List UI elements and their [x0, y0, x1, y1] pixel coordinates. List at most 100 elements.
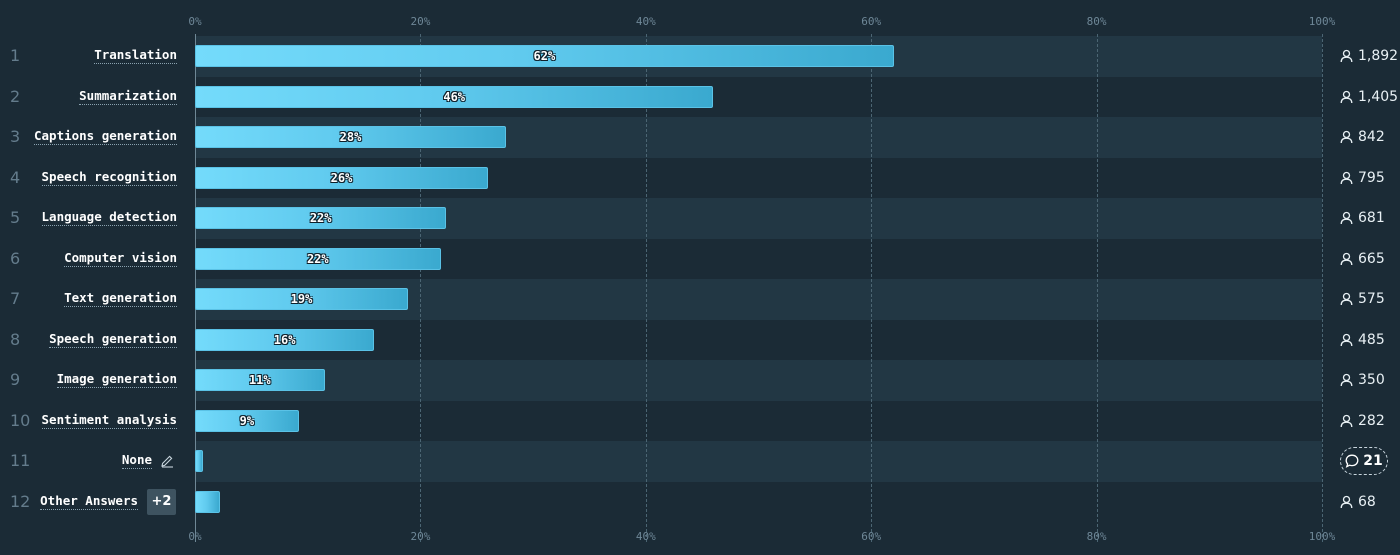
bar-value-label: 19% [290, 292, 313, 307]
user-icon [1340, 252, 1353, 265]
bar-value-label: 28% [339, 130, 362, 145]
respondent-count-value: 665 [1358, 250, 1385, 267]
gridline [1322, 34, 1323, 542]
gridline [871, 34, 872, 542]
respondent-count-value: 842 [1358, 129, 1385, 145]
user-icon [1340, 495, 1353, 508]
bar[interactable] [195, 369, 325, 392]
respondent-count: 1,892 [1340, 36, 1398, 76]
user-icon [1340, 49, 1353, 63]
x-tick-label-bottom: 100% [1308, 530, 1336, 543]
user-icon [1340, 414, 1353, 427]
category-label[interactable]: Speech generation [49, 330, 177, 348]
respondent-count-value: 1,892 [1358, 48, 1399, 64]
gridline [1097, 34, 1098, 542]
x-tick-label-bottom: 80% [1086, 530, 1107, 543]
more-answers-badge[interactable]: +2 [147, 488, 176, 515]
row-rank: 12 [10, 491, 31, 511]
pencil-icon[interactable] [160, 453, 174, 472]
respondent-count: 282 [1340, 401, 1385, 441]
row-rank: 2 [10, 86, 21, 106]
bar[interactable] [195, 409, 299, 432]
bar-value-label: 22% [306, 251, 329, 266]
x-tick-label-top: 80% [1086, 15, 1107, 28]
respondent-count-value: 350 [1358, 372, 1385, 388]
user-icon [1340, 333, 1353, 346]
row-band [195, 360, 1322, 401]
pencil-icon-glyph [161, 455, 173, 468]
respondent-count: 350 [1340, 360, 1385, 400]
row-rank: 3 [10, 127, 21, 146]
x-tick-label-top: 0% [188, 15, 202, 28]
user-icon [1340, 292, 1353, 306]
user-icon [1340, 171, 1353, 184]
category-label[interactable]: Text generation [64, 290, 177, 308]
x-tick-label-top: 60% [861, 15, 882, 28]
bar[interactable] [195, 85, 714, 108]
bar[interactable] [195, 328, 375, 351]
bar[interactable] [195, 207, 447, 230]
bar[interactable] [195, 166, 489, 189]
x-tick-label-top: 20% [410, 15, 431, 28]
x-tick-label-bottom: 60% [861, 530, 882, 543]
row-rank: 7 [10, 289, 21, 308]
gridline [195, 34, 196, 542]
x-tick-label-bottom: 20% [410, 530, 431, 543]
row-rank: 1 [10, 46, 21, 65]
bar[interactable] [195, 45, 894, 68]
category-label[interactable]: Other Answers [40, 492, 138, 510]
respondent-count-value: 1,405 [1358, 88, 1399, 105]
gridline [646, 34, 647, 542]
row-rank: 11 [10, 451, 31, 470]
category-label[interactable]: Image generation [56, 371, 177, 389]
bar-value-label: 62% [533, 49, 556, 64]
category-label[interactable]: Sentiment analysis [41, 411, 177, 429]
user-icon [1340, 90, 1353, 103]
comments-count-button[interactable]: 21 [1340, 447, 1388, 476]
row-rank: 6 [10, 248, 21, 268]
category-label[interactable]: Captions generation [34, 128, 177, 146]
bar[interactable] [195, 490, 220, 513]
bar-value-label: 11% [248, 373, 271, 388]
gridline [420, 34, 421, 542]
respondent-count: 842 [1340, 117, 1385, 157]
respondent-count-value: 575 [1358, 291, 1385, 307]
user-icon [1340, 211, 1353, 225]
user-icon [1340, 130, 1353, 144]
respondent-count: 485 [1340, 320, 1385, 360]
respondent-count: 575 [1340, 279, 1385, 319]
category-label[interactable]: Speech recognition [41, 168, 177, 186]
category-label[interactable]: Translation [94, 47, 177, 65]
respondent-count: 795 [1340, 158, 1385, 198]
row-rank: 10 [10, 410, 31, 430]
respondent-count: 1,405 [1340, 77, 1398, 117]
category-label[interactable]: Computer vision [64, 249, 177, 267]
bar[interactable] [195, 288, 408, 311]
bar-value-label: 16% [273, 332, 296, 347]
category-label[interactable]: None [121, 452, 152, 470]
respondent-count-value: 681 [1358, 210, 1385, 226]
respondent-count-value: 282 [1358, 412, 1385, 429]
bar-value-label: 22% [309, 211, 332, 226]
comments-count: 21 [1363, 453, 1383, 470]
bar[interactable] [195, 247, 441, 270]
comment-icon [1345, 454, 1359, 469]
x-tick-label-bottom: 40% [635, 530, 656, 543]
category-label[interactable]: Language detection [41, 209, 177, 227]
row-band [195, 441, 1322, 482]
bar[interactable] [195, 450, 203, 473]
row-rank: 4 [10, 167, 21, 187]
respondent-count-value: 795 [1358, 169, 1385, 186]
bar-value-label: 9% [239, 413, 255, 428]
user-icon [1340, 373, 1353, 387]
row-rank: 8 [10, 329, 21, 349]
category-label[interactable]: Summarization [79, 87, 177, 105]
bar[interactable] [195, 126, 507, 149]
row-rank: 5 [10, 208, 21, 227]
row-rank: 9 [10, 370, 21, 389]
respondent-count-value: 68 [1358, 493, 1376, 510]
x-tick-label-top: 100% [1308, 15, 1336, 28]
respondent-count-value: 485 [1358, 331, 1385, 348]
x-tick-label-top: 40% [635, 15, 656, 28]
